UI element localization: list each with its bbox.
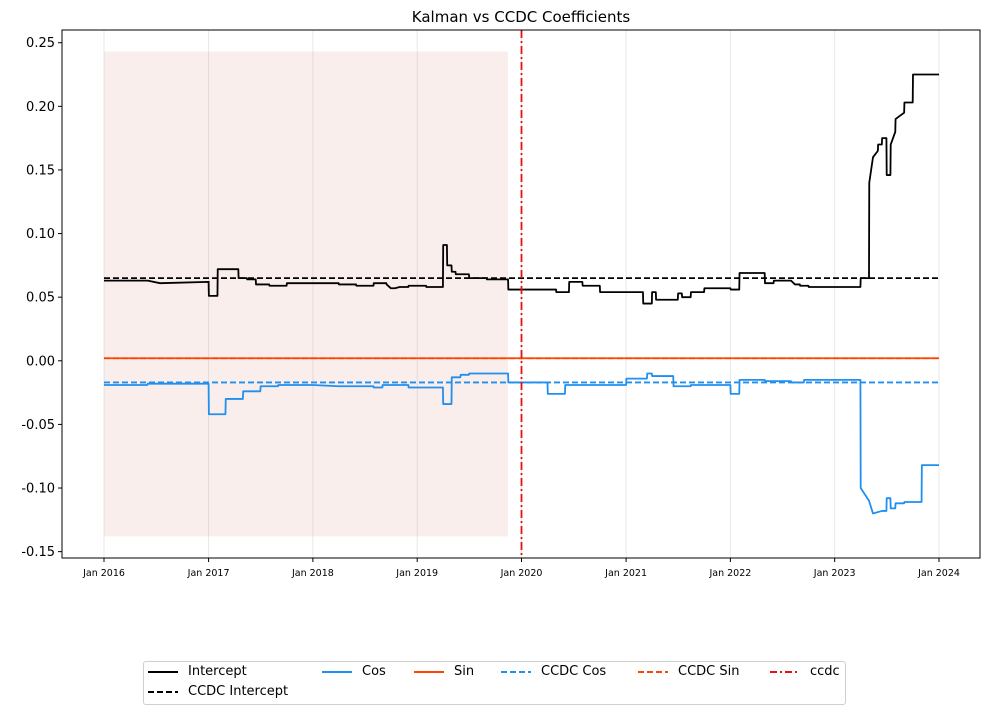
y-tick-label: 0.10 <box>26 227 55 242</box>
legend-label-ccdc: ccdc <box>810 664 840 679</box>
shaded-region <box>104 51 509 537</box>
legend-label-cos: Cos <box>362 664 386 679</box>
x-tick-label: Jan 2016 <box>82 568 125 579</box>
legend-label-ccdc-intercept: CCDC Intercept <box>188 684 289 699</box>
x-tick-label: Jan 2021 <box>604 568 647 579</box>
legend-swatch-intercept <box>148 670 178 673</box>
axes-frame <box>61 29 981 559</box>
y-tick-label: 0.25 <box>26 36 55 51</box>
x-tick-label: Jan 2023 <box>813 568 856 579</box>
x-tick-label: Jan 2022 <box>708 568 751 579</box>
legend-swatch-sin <box>414 670 444 673</box>
y-tick-label: -0.10 <box>21 482 55 497</box>
legend-label-ccdc-sin: CCDC Sin <box>678 664 740 679</box>
x-tick-label: Jan 2018 <box>291 568 334 579</box>
y-tick-label: -0.05 <box>21 418 55 433</box>
y-tick-label: -0.15 <box>21 545 55 560</box>
legend-item-intercept: Intercept <box>148 664 247 679</box>
y-tick-label: 0.20 <box>26 100 55 115</box>
y-tick-label: 0.05 <box>26 291 55 306</box>
x-tick-label: Jan 2019 <box>395 568 438 579</box>
legend-swatch-cos <box>322 670 352 673</box>
series-line-intercept <box>104 73 939 305</box>
legend-item-sin: Sin <box>414 664 474 679</box>
legend-swatch-ccdc <box>770 670 800 673</box>
legend-swatch-ccdc-intercept <box>148 690 178 693</box>
legend-item-ccdc-sin: CCDC Sin <box>638 664 739 679</box>
plot-area: Jan 2016 Jan 2017 Jan 2018 Jan 2019 Jan 2020… <box>21 29 981 579</box>
legend-item-ccdc: ccdc <box>770 664 840 679</box>
x-tick-label: Jan 2020 <box>500 568 543 579</box>
legend-label-intercept: Intercept <box>188 664 247 679</box>
x-tick-label: Jan 2017 <box>187 568 230 579</box>
x-tick-label: Jan 2024 <box>917 568 960 579</box>
chart-title: Kalman vs CCDC Coefficients <box>412 8 631 26</box>
y-tick-label: 0.15 <box>26 163 55 178</box>
legend: Intercept CCDC Intercept Cos Sin CCDC Co… <box>143 661 846 705</box>
legend-label-sin: Sin <box>454 664 475 679</box>
legend-label-ccdc-cos: CCDC Cos <box>541 664 607 679</box>
legend-item-cos: Cos <box>322 664 386 679</box>
legend-item-ccdc-cos: CCDC Cos <box>501 664 606 679</box>
y-tick-label: 0.00 <box>26 354 55 369</box>
legend-swatch-ccdc-cos <box>501 670 531 673</box>
legend-swatch-ccdc-sin <box>638 670 668 673</box>
legend-item-ccdc-intercept: CCDC Intercept <box>148 684 288 699</box>
series-line-cos <box>104 372 939 515</box>
